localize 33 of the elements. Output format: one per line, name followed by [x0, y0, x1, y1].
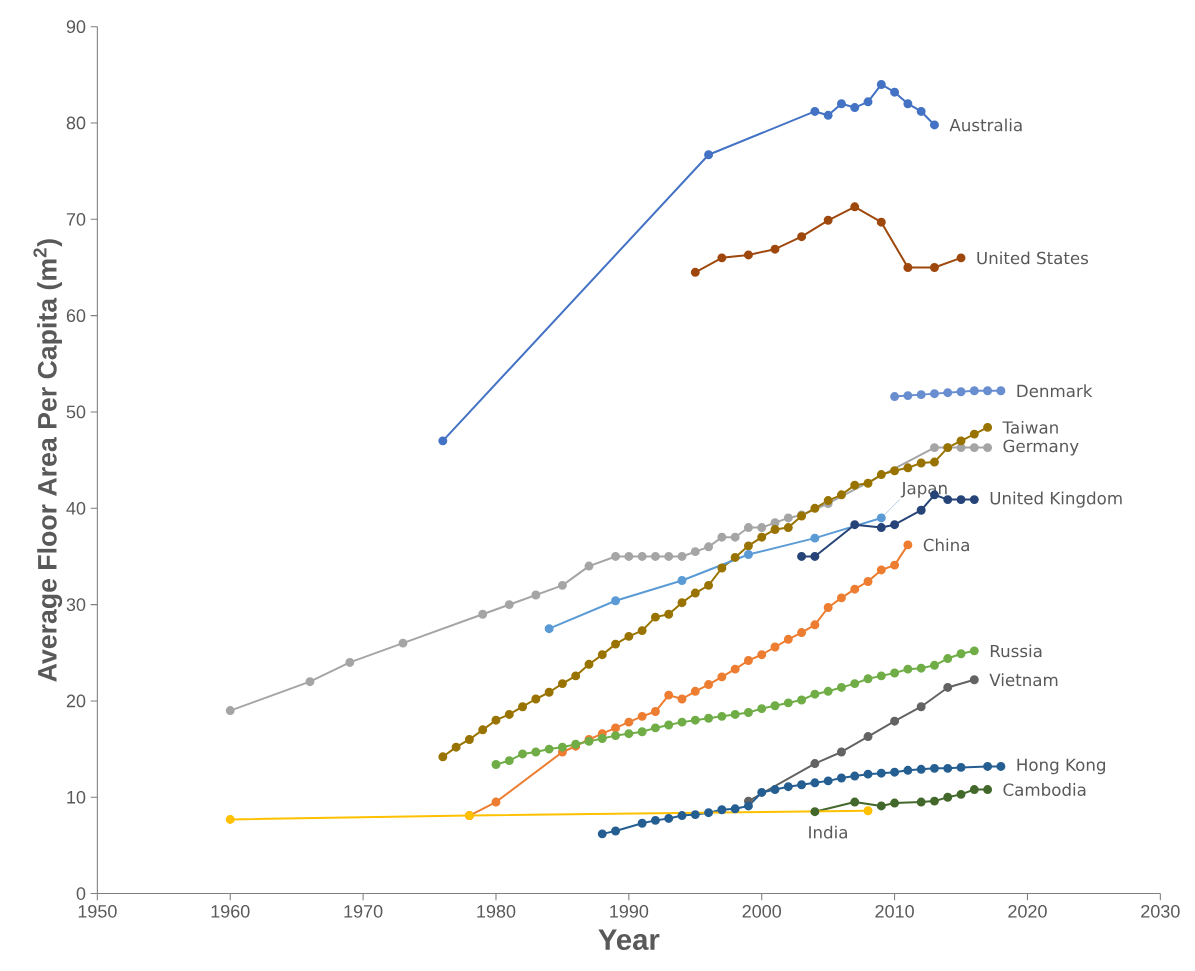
y-tick-label: 10: [67, 790, 86, 804]
x-tick-label: 2030: [1141, 905, 1180, 918]
y-axis-title: Average Floor Area Per Capita (m$^{2}$): [33, 239, 63, 682]
x-axis-title: Year: [598, 929, 660, 951]
series-label: Vietnam: [989, 673, 1058, 687]
y-tick-label: 70: [66, 212, 86, 226]
y-tick-label: 30: [66, 598, 86, 612]
x-tick-label: 1960: [211, 905, 250, 918]
series-label: United Kingdom: [990, 491, 1122, 508]
y-tick-label: 60: [66, 309, 86, 323]
series-label: Australia: [949, 118, 1022, 132]
y-tick-label: 90: [66, 20, 86, 34]
y-tick-label: 80: [66, 116, 86, 130]
y-tick-label: 20: [66, 694, 86, 708]
series-label: Russia: [990, 644, 1042, 658]
y-tick-label: 40: [66, 501, 86, 515]
x-tick-label: 2020: [1008, 905, 1047, 918]
y-tick-label: 0: [76, 887, 86, 900]
x-tick-label: 2000: [742, 905, 782, 918]
series-label: Germany: [1003, 439, 1079, 456]
series-label: China: [923, 538, 969, 552]
x-tick-label: 1980: [477, 905, 516, 918]
series-label: Cambodia: [1003, 783, 1086, 797]
x-tick-label: 1990: [610, 905, 649, 918]
series-label: Hong Kong: [1017, 758, 1105, 775]
series-label: India: [809, 825, 847, 839]
x-tick-label: 2010: [875, 905, 914, 918]
y-tick-label: 50: [66, 405, 86, 419]
x-tick-label: 1950: [78, 905, 117, 918]
x-tick-label: 1970: [344, 905, 383, 918]
series-label: Taiwan: [1002, 420, 1058, 434]
series-label: United States: [977, 251, 1089, 265]
series-label: Denmark: [1017, 384, 1093, 398]
